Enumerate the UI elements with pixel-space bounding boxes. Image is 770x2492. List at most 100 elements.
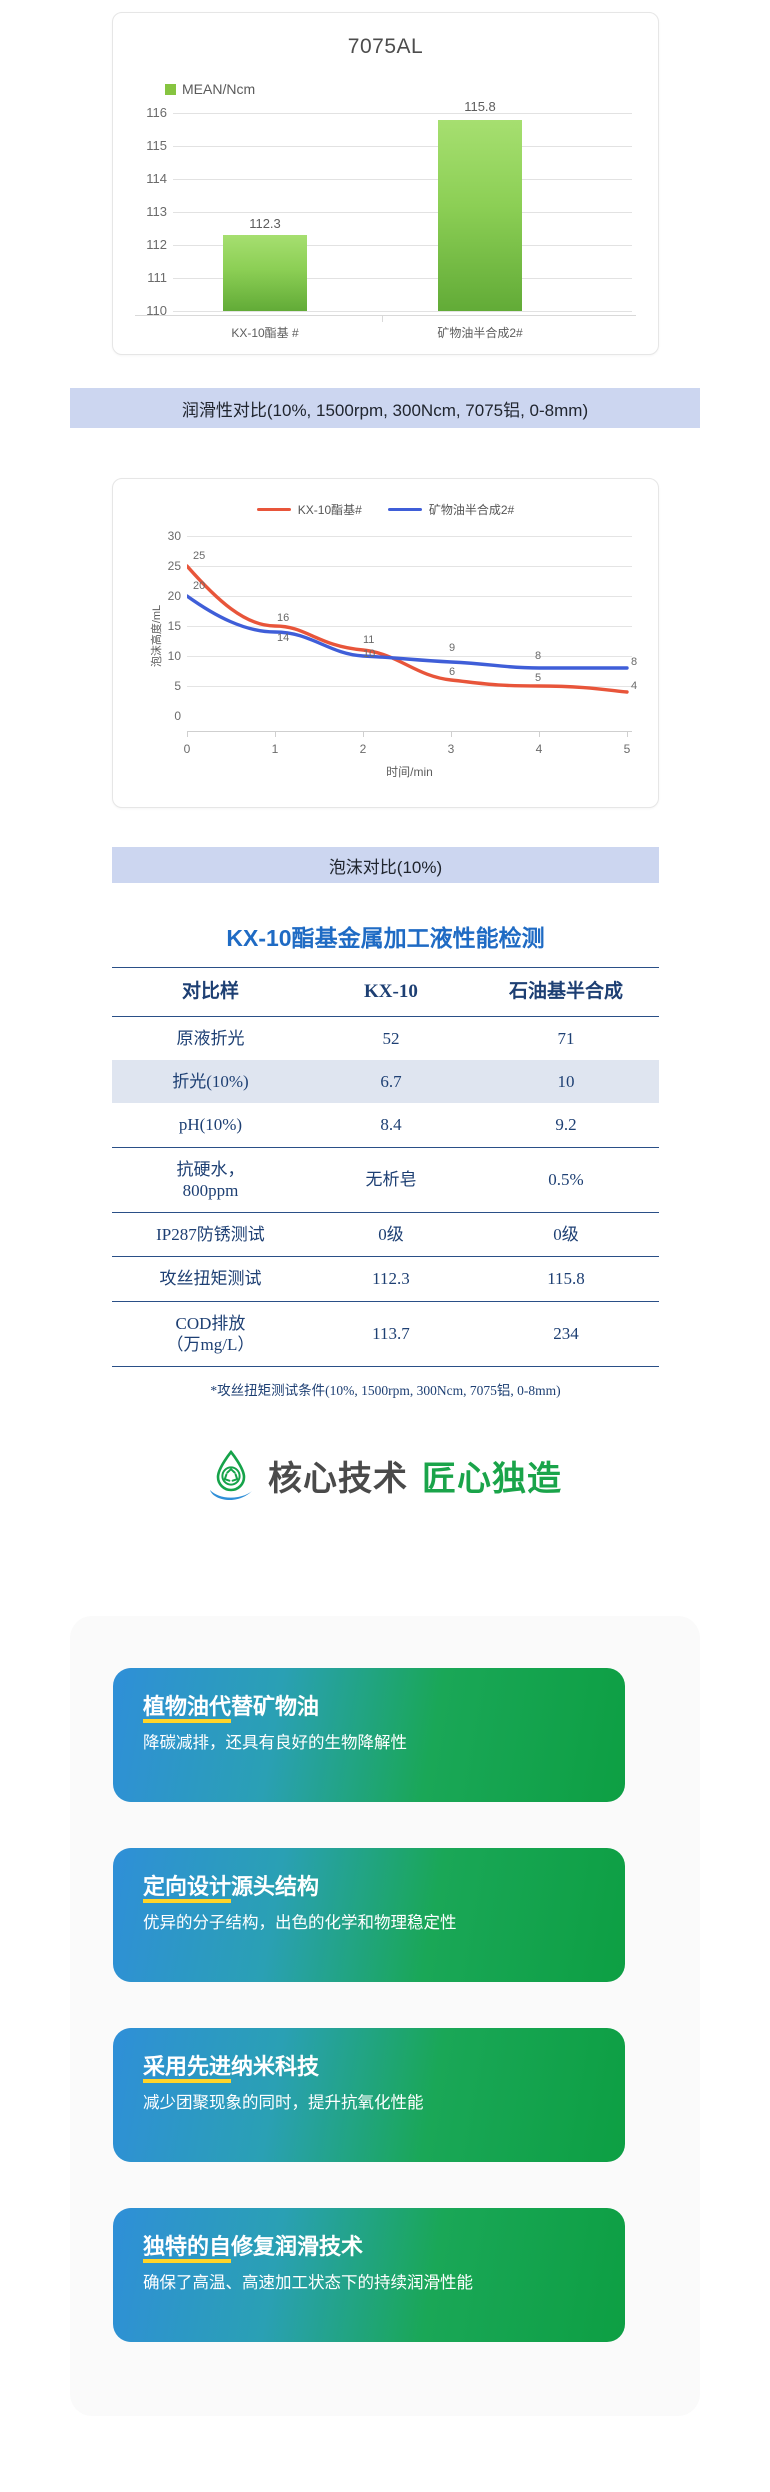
row-label: IP287防锈测试 [112,1211,309,1257]
feature-title-text: 植物油代替矿物油 [143,1694,320,1719]
row-label: pH(10%) [178,1115,243,1135]
feature-card-self-repair[interactable]: 独特的自修复润滑技术 确保了高温、高速加工状态下的持续润滑性能 [113,2208,625,2342]
y-tick-label: 111 [147,270,167,285]
data-label: 6 [449,666,456,678]
legend-label: KX-10酯基# [297,503,362,517]
feature-card-molecular-design[interactable]: 定向设计源头结构 优异的分子结构，出色的化学和物理稳定性 [113,1848,625,1982]
data-label: 20 [193,580,206,592]
feature-title: 独特的自修复润滑技术 [143,2234,363,2264]
cell-petro: 0.5% [473,1146,659,1213]
data-label: 4 [631,680,638,692]
section-heading: 核心技术 匠心独造 [0,1450,770,1500]
y-tick-label: 113 [146,204,167,219]
x-tick-icon [451,732,452,737]
performance-table: 对比样 KX-10 石油基半合成 原液折光 52 71 折光(10%) 6.7 … [112,967,659,1366]
data-label: 16 [277,612,290,624]
feature-title-text: 采用先进纳米科技 [143,2054,320,2079]
x-tick-label: 0 [183,742,191,756]
cell-kx10: 113.7 [308,1300,473,1366]
table-footnote: *攻丝扭矩测试条件(10%, 1500rpm, 300Ncm, 7075铝, 0… [112,1366,659,1403]
gridline [173,113,632,114]
y-tick-label: 110 [146,303,167,318]
data-label: 9 [449,642,456,654]
bar-chart-x-axis: KX-10酯基 # 矿物油半合成2# [135,315,636,345]
x-tick-label: 3 [447,742,455,756]
gridline [173,311,632,312]
x-tick-icon [363,732,364,737]
cell-kx10: 52 [308,1015,473,1060]
bar-kx10[interactable] [223,235,307,311]
gridline [173,212,632,213]
row-label: 抗硬水， 800ppm [112,1146,309,1213]
feature-card-plant-oil[interactable]: 植物油代替矿物油 降碳减排，还具有良好的生物降解性 [113,1668,625,1802]
table-row: COD排放 （万mg/L） 113.7 234 [112,1300,659,1366]
x-tick-icon [187,732,188,737]
cell-petro: 115.8 [473,1256,659,1301]
y-tick-label: 114 [146,171,167,186]
y-tick-label: 15 [167,619,181,633]
x-tick-label: 2 [359,742,367,756]
cell-kx10: 0级 [308,1211,473,1257]
row-label: 攻丝扭矩测试 [112,1256,309,1301]
y-tick-label: 25 [167,559,181,573]
gridline [173,146,632,147]
gridline [173,245,632,246]
caption-foam: 泡沫对比(10%) [112,847,659,883]
column-header-sample: 对比样 [112,967,309,1017]
data-label: 5 [535,672,542,684]
x-tick-label: 4 [535,742,543,756]
feature-panel: 植物油代替矿物油 降碳减排，还具有良好的生物降解性 定向设计源头结构 优异的分子… [70,1616,700,2416]
legend-label: 矿物油半合成2# [428,503,515,517]
feature-title: 植物油代替矿物油 [143,1694,320,1724]
series-line-kx10 [187,564,629,694]
x-tick-icon [539,732,540,737]
y-tick-label: 10 [167,649,181,663]
gridline [187,686,632,687]
data-label: 11 [363,634,375,646]
x-tick-icon [275,732,276,737]
gridline [187,536,632,537]
feature-card-nano-tech[interactable]: 采用先进纳米科技 减少团聚现象的同时，提升抗氧化性能 [113,2028,625,2162]
cell-kx10: 112.3 [308,1256,473,1301]
feature-title: 采用先进纳米科技 [143,2054,320,2084]
legend-item-kx10: KX-10酯基# [256,501,362,518]
legend-swatch-icon [165,83,176,95]
legend-line-icon [256,508,291,511]
cell-petro: 71 [473,1015,659,1060]
x-tick-label: 矿物油半合成2# [437,326,523,340]
x-tick-label: KX-10酯基 # [231,326,299,340]
row-label: COD排放 （万mg/L） [112,1300,309,1366]
y-tick-label: 30 [167,529,181,543]
title-underline-accent [143,1899,231,1904]
x-axis-line: 0 1 2 3 4 5 时间/min [184,731,632,779]
table-row: 原液折光 52 71 [112,1015,659,1060]
feature-title-text: 定向设计源头结构 [143,1874,320,1899]
cell-petro: 10 [473,1060,659,1104]
table-row: IP287防锈测试 0级 0级 [112,1211,659,1257]
y-tick-label: 116 [146,105,167,120]
line-chart-legend: KX-10酯基# 矿物油半合成2# [113,501,658,518]
feature-subtitle: 确保了高温、高速加工状态下的持续润滑性能 [143,2274,473,2293]
bar-legend-label: MEAN/Ncm [182,81,256,97]
feature-subtitle: 降碳减排，还具有良好的生物降解性 [143,1734,407,1753]
heading-text-dark: 核心技术 [268,1459,408,1498]
bar-mineral[interactable] [438,120,522,311]
cell-kx10: 8.4 [380,1115,402,1135]
title-underline-accent [143,2079,231,2084]
x-axis-title: 时间/min [386,765,433,779]
title-underline-accent [143,2259,231,2264]
column-header-kx10: KX-10 [308,967,473,1017]
y-tick-label: 115 [146,138,167,153]
table-title: KX-10酯基金属加工液性能检测 [226,925,545,951]
data-label: 25 [193,550,206,562]
feature-title: 定向设计源头结构 [143,1874,320,1904]
feature-subtitle: 优异的分子结构，出色的化学和物理稳定性 [143,1914,457,1933]
water-drop-recycle-hand-icon [210,1450,252,1500]
gridline [187,626,632,627]
table-row: 折光(10%) 6.7 10 [112,1060,659,1104]
title-underline-accent [143,1719,231,1724]
cell-petro: 9.2 [555,1115,577,1135]
cell-petro: 234 [473,1300,659,1366]
caption-lubricity: 润滑性对比(10%, 1500rpm, 300Ncm, 7075铝, 0-8mm… [70,388,700,428]
data-label: 10 [363,648,376,660]
